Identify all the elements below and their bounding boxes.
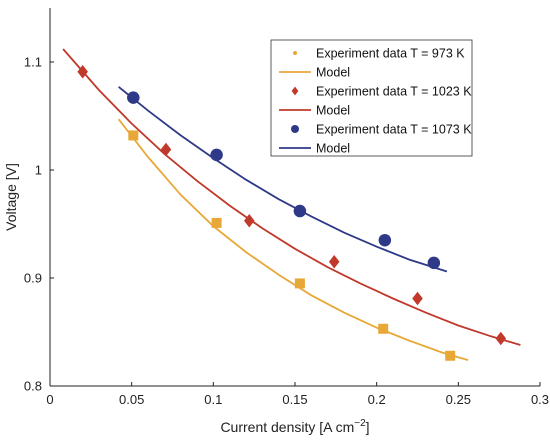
data-point-square	[294, 278, 305, 289]
legend: Experiment data T = 973 K Model Experiment…	[270, 39, 473, 157]
data-point-circle	[293, 204, 307, 218]
series-markers	[77, 64, 507, 361]
legend-marker-swatch	[291, 125, 299, 133]
legend-marker-swatch	[293, 51, 297, 55]
x-axis-title-exponent: −2	[354, 418, 366, 429]
data-point-square	[445, 350, 456, 361]
model-line-5	[118, 86, 448, 273]
data-point-diamond	[160, 142, 172, 157]
x-tick-label: 0.1	[204, 392, 222, 407]
axes: 0 0.05 0.1 0.15 0.2 0.25 0.3 0.8 0.9 1 1.1	[24, 8, 549, 407]
y-tick-label: 0.9	[24, 271, 42, 286]
y-ticks: 0.8 0.9 1 1.1	[24, 55, 54, 394]
legend-label: Experiment data T = 1023 K	[316, 85, 472, 99]
x-tick-label: 0.25	[446, 392, 471, 407]
data-point-square	[378, 323, 389, 334]
x-tick-label: 0.15	[282, 392, 307, 407]
legend-label: Model	[316, 142, 350, 156]
x-tick-label: 0.3	[531, 392, 549, 407]
data-point-circle	[427, 256, 441, 270]
y-tick-label: 0.8	[24, 379, 42, 394]
legend-box	[270, 39, 473, 157]
legend-marker-swatch	[291, 86, 299, 96]
x-axis-title-end: ]	[366, 419, 370, 435]
legend-label: Experiment data T = 973 K	[316, 47, 465, 61]
y-tick-label: 1	[35, 163, 42, 178]
legend-label: Model	[316, 104, 350, 118]
data-point-diamond	[328, 255, 340, 269]
x-tick-label: 0.2	[368, 392, 386, 407]
data-point-diamond	[412, 291, 423, 306]
data-point-diamond	[495, 331, 507, 346]
x-ticks: 0 0.05 0.1 0.15 0.2 0.25 0.3	[46, 382, 549, 407]
plot-area	[62, 48, 521, 361]
data-point-circle	[127, 91, 140, 104]
legend-label: Model	[316, 66, 350, 80]
y-tick-label: 1.1	[24, 55, 42, 70]
model-line-3	[62, 48, 521, 346]
x-axis-title: Current density [A cm−2]	[220, 418, 369, 435]
y-axis-title: Voltage [V]	[3, 163, 19, 231]
x-tick-label: 0.05	[119, 392, 144, 407]
data-point-circle	[210, 148, 223, 162]
x-axis-title-main: Current density [A cm	[220, 419, 354, 435]
data-point-square	[211, 217, 222, 228]
data-point-circle	[378, 233, 392, 247]
legend-label: Experiment data T = 1073 K	[316, 123, 472, 137]
data-point-diamond	[77, 64, 88, 79]
data-point-square	[128, 130, 139, 141]
data-point-diamond	[244, 214, 255, 228]
x-tick-label: 0	[46, 392, 53, 407]
